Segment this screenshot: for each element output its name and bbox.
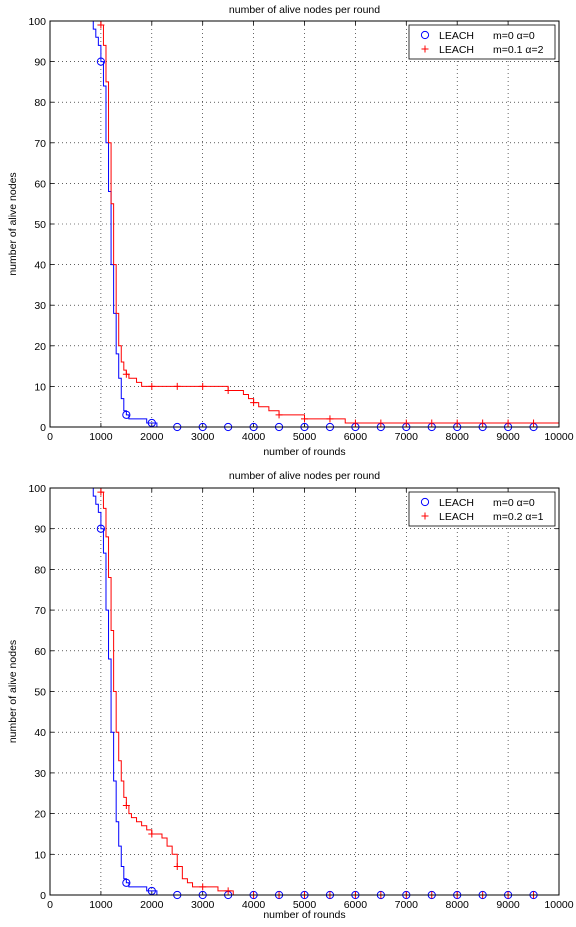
x-tick-label: 3000 [191,899,215,911]
x-tick-label: 2000 [140,431,164,443]
y-tick-label: 90 [34,57,46,69]
x-tick-label: 8000 [446,431,470,443]
y-tick-label: 20 [34,341,46,353]
y-tick-label: 100 [28,16,46,28]
x-tick-label: 2000 [140,899,164,911]
legend-label-params: m=0.2 α=1 [493,511,544,523]
x-tick-label: 6000 [344,431,368,443]
x-axis-label: number of rounds [263,446,345,458]
y-tick-label: 60 [34,646,46,658]
legend-label: LEACH [439,30,474,42]
y-tick-label: 60 [34,178,46,190]
x-tick-label: 10000 [544,431,573,443]
x-tick-label: 0 [47,899,53,911]
legend-label-params: m=0 α=0 [493,497,535,509]
y-tick-label: 70 [34,605,46,617]
y-tick-label: 80 [34,564,46,576]
x-tick-label: 8000 [446,899,470,911]
y-tick-label: 0 [40,890,46,902]
x-tick-label: 0 [47,431,53,443]
y-tick-label: 80 [34,97,46,109]
legend-label: LEACH [439,44,474,56]
y-axis-label: number of alive nodes [7,172,19,275]
x-tick-label: 4000 [242,431,266,443]
x-axis-label: number of rounds [263,909,345,921]
y-tick-label: 10 [34,381,46,393]
y-tick-label: 30 [34,768,46,780]
x-tick-label: 1000 [89,431,113,443]
x-tick-label: 10000 [544,899,573,911]
x-tick-label: 6000 [344,899,368,911]
x-tick-label: 4000 [242,899,266,911]
y-tick-label: 50 [34,219,46,231]
y-tick-label: 10 [34,849,46,861]
y-tick-label: 0 [40,422,46,434]
x-tick-label: 5000 [293,431,317,443]
x-tick-label: 9000 [496,899,520,911]
y-axis-label: number of alive nodes [7,640,19,743]
legend-label-params: m=0.1 α=2 [493,44,544,56]
y-tick-label: 40 [34,727,46,739]
legend-label-params: m=0 α=0 [493,30,535,42]
y-tick-label: 30 [34,300,46,312]
y-tick-label: 20 [34,809,46,821]
y-tick-label: 90 [34,524,46,536]
x-tick-label: 1000 [89,899,113,911]
x-tick-label: 7000 [395,431,419,443]
x-tick-label: 9000 [496,431,520,443]
x-tick-label: 3000 [191,431,215,443]
chart-title: number of alive nodes per round [229,4,380,16]
y-tick-label: 40 [34,260,46,272]
legend-label: LEACH [439,497,474,509]
y-tick-label: 100 [28,483,46,495]
y-tick-label: 50 [34,687,46,699]
legend-label: LEACH [439,511,474,523]
x-tick-label: 7000 [395,899,419,911]
chart-title: number of alive nodes per round [229,470,380,482]
y-tick-label: 70 [34,138,46,150]
